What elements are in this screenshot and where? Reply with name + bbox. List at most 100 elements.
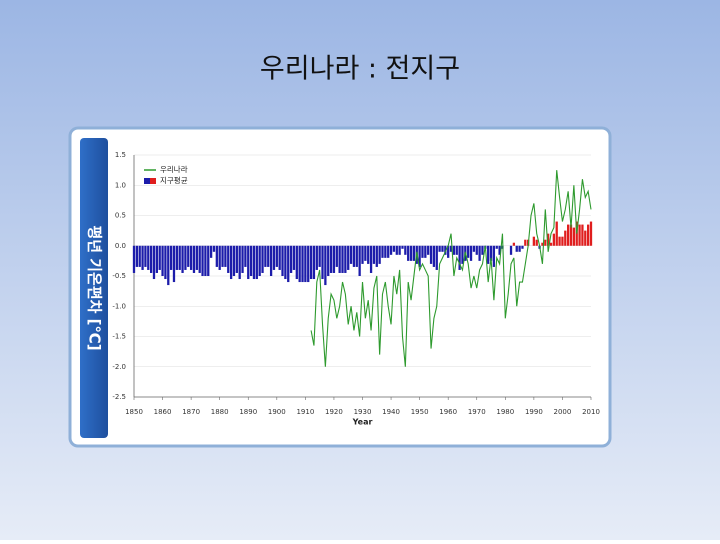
bar <box>235 245 238 273</box>
line <box>310 170 592 367</box>
bar <box>332 245 336 273</box>
bar <box>321 245 324 280</box>
bar <box>181 245 184 273</box>
bar <box>229 245 233 280</box>
bar <box>455 245 458 255</box>
bar <box>547 233 550 246</box>
bar <box>407 245 410 261</box>
bar <box>432 245 436 267</box>
bar <box>435 245 438 270</box>
x-tick-label: 1920 <box>325 408 343 416</box>
bar <box>564 230 567 246</box>
bar <box>267 245 270 267</box>
bar <box>298 245 301 283</box>
bar <box>581 224 584 246</box>
x-tick-label: 1980 <box>496 408 514 416</box>
bar <box>401 245 404 249</box>
bar <box>178 245 181 270</box>
bar <box>164 245 167 280</box>
bar <box>155 245 158 273</box>
bar <box>387 245 390 258</box>
bar <box>138 245 141 267</box>
x-tick-label: 1960 <box>439 408 457 416</box>
y-tick-label: 1.0 <box>115 181 126 189</box>
bar <box>535 239 538 246</box>
bar <box>404 245 407 255</box>
bar <box>287 245 290 283</box>
bar <box>567 224 570 246</box>
bar <box>324 245 327 286</box>
y-tick-label: 1.5 <box>115 151 126 159</box>
bar <box>467 245 470 258</box>
bar <box>209 245 213 258</box>
bar <box>252 245 256 280</box>
bar <box>429 245 433 264</box>
bar <box>258 245 261 276</box>
bar <box>561 236 564 246</box>
chart-frame <box>68 126 612 448</box>
bar <box>444 245 447 255</box>
bar <box>452 245 456 255</box>
x-tick-label: 1970 <box>468 408 486 416</box>
bar <box>172 245 176 283</box>
bar <box>572 227 576 246</box>
bar <box>295 245 298 280</box>
bar <box>381 245 384 258</box>
bar <box>232 245 236 276</box>
bar <box>247 245 250 280</box>
bar <box>241 245 244 273</box>
bar <box>558 236 561 246</box>
bar <box>132 245 136 273</box>
bar <box>469 245 473 261</box>
bar <box>438 245 441 252</box>
bar <box>212 245 216 252</box>
bar <box>215 245 218 267</box>
bar <box>221 245 224 267</box>
bar <box>327 245 330 276</box>
bar <box>515 245 518 252</box>
bar <box>395 245 398 255</box>
y-tick-label: -1.0 <box>112 302 126 310</box>
bar <box>378 245 381 264</box>
bar <box>329 245 333 273</box>
bar <box>418 245 421 267</box>
bar <box>338 245 341 273</box>
bar <box>244 245 247 267</box>
bar <box>307 245 310 283</box>
y-tick-label: 0.0 <box>115 242 126 250</box>
bar <box>275 245 278 267</box>
x-tick-label: 1850 <box>125 408 143 416</box>
x-tick-label: 1910 <box>296 408 314 416</box>
legend-swatch <box>150 178 156 184</box>
bar <box>147 245 150 270</box>
bar <box>541 242 544 246</box>
bar <box>352 245 356 267</box>
bar <box>584 230 587 246</box>
bar <box>361 245 364 264</box>
bar <box>198 245 201 273</box>
x-tick-label: 1880 <box>211 408 229 416</box>
bar <box>524 239 527 246</box>
y-tick-label: -1.5 <box>112 333 126 341</box>
bar <box>475 245 478 255</box>
x-tick-label: 1870 <box>182 408 200 416</box>
bar <box>424 245 427 258</box>
bar <box>372 245 376 264</box>
bar <box>441 245 444 252</box>
y-tick-label: 0.5 <box>115 212 126 220</box>
bar <box>375 245 378 267</box>
slide-title: 우리나라 : 전지구 <box>260 54 460 85</box>
bar <box>189 245 193 270</box>
bar <box>421 245 424 258</box>
x-tick-label: 2010 <box>582 408 600 416</box>
x-axis-label: Year <box>352 418 373 427</box>
bar <box>227 245 230 273</box>
y-tick-label: -2.5 <box>112 393 126 401</box>
bar <box>312 245 316 280</box>
bar <box>392 245 396 252</box>
bar <box>384 245 387 258</box>
bar <box>269 245 273 276</box>
x-tick-label: 1890 <box>239 408 257 416</box>
bar <box>261 245 264 273</box>
bar <box>512 242 516 246</box>
